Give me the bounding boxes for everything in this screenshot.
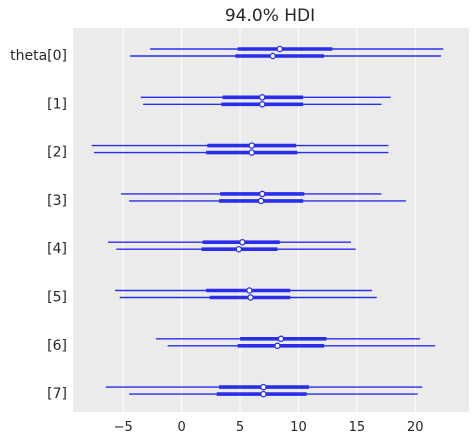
point-estimate-marker [257,197,265,205]
row-label: [4] [47,241,67,257]
point-estimate-marker [258,94,266,101]
x-tick-label: 15 [349,420,366,435]
point-estimate-marker [260,383,267,391]
x-tick-label: 20 [407,420,424,435]
row-label: [7] [47,386,67,402]
row-label: [3] [47,193,67,209]
point-estimate-marker [258,190,266,198]
point-estimate-marker [277,335,285,343]
x-tick-label: 10 [290,420,307,435]
point-estimate-marker [248,142,255,149]
x-tick-label: 0 [177,420,185,435]
point-estimate-marker [235,245,243,253]
point-estimate-marker [276,45,284,53]
row-label: [2] [47,145,67,161]
row-label: [1] [47,96,67,112]
x-tick-label: 5 [236,420,244,435]
plot-background [73,28,469,412]
x-tick-label: −5 [114,420,133,435]
interval-marks [91,45,444,398]
point-estimate-marker [239,238,246,246]
row-label: theta[0] [10,48,67,64]
row-label: [5] [47,290,67,306]
x-tick-labels: −5 0 5 10 15 20 [114,420,424,435]
point-estimate-marker [258,101,266,108]
point-estimate-marker [247,294,254,301]
row-label: [6] [47,338,67,354]
point-estimate-marker [274,342,281,350]
point-estimate-marker [246,287,253,294]
row-labels: theta[0] [1] [2] [3] [4] [5] [6] [7] [10,48,67,402]
point-estimate-marker [248,149,255,156]
point-estimate-marker [260,390,267,398]
grid-lines [122,28,416,412]
point-estimate-marker [269,52,277,60]
chart-title: 94.0% HDI [225,6,315,26]
